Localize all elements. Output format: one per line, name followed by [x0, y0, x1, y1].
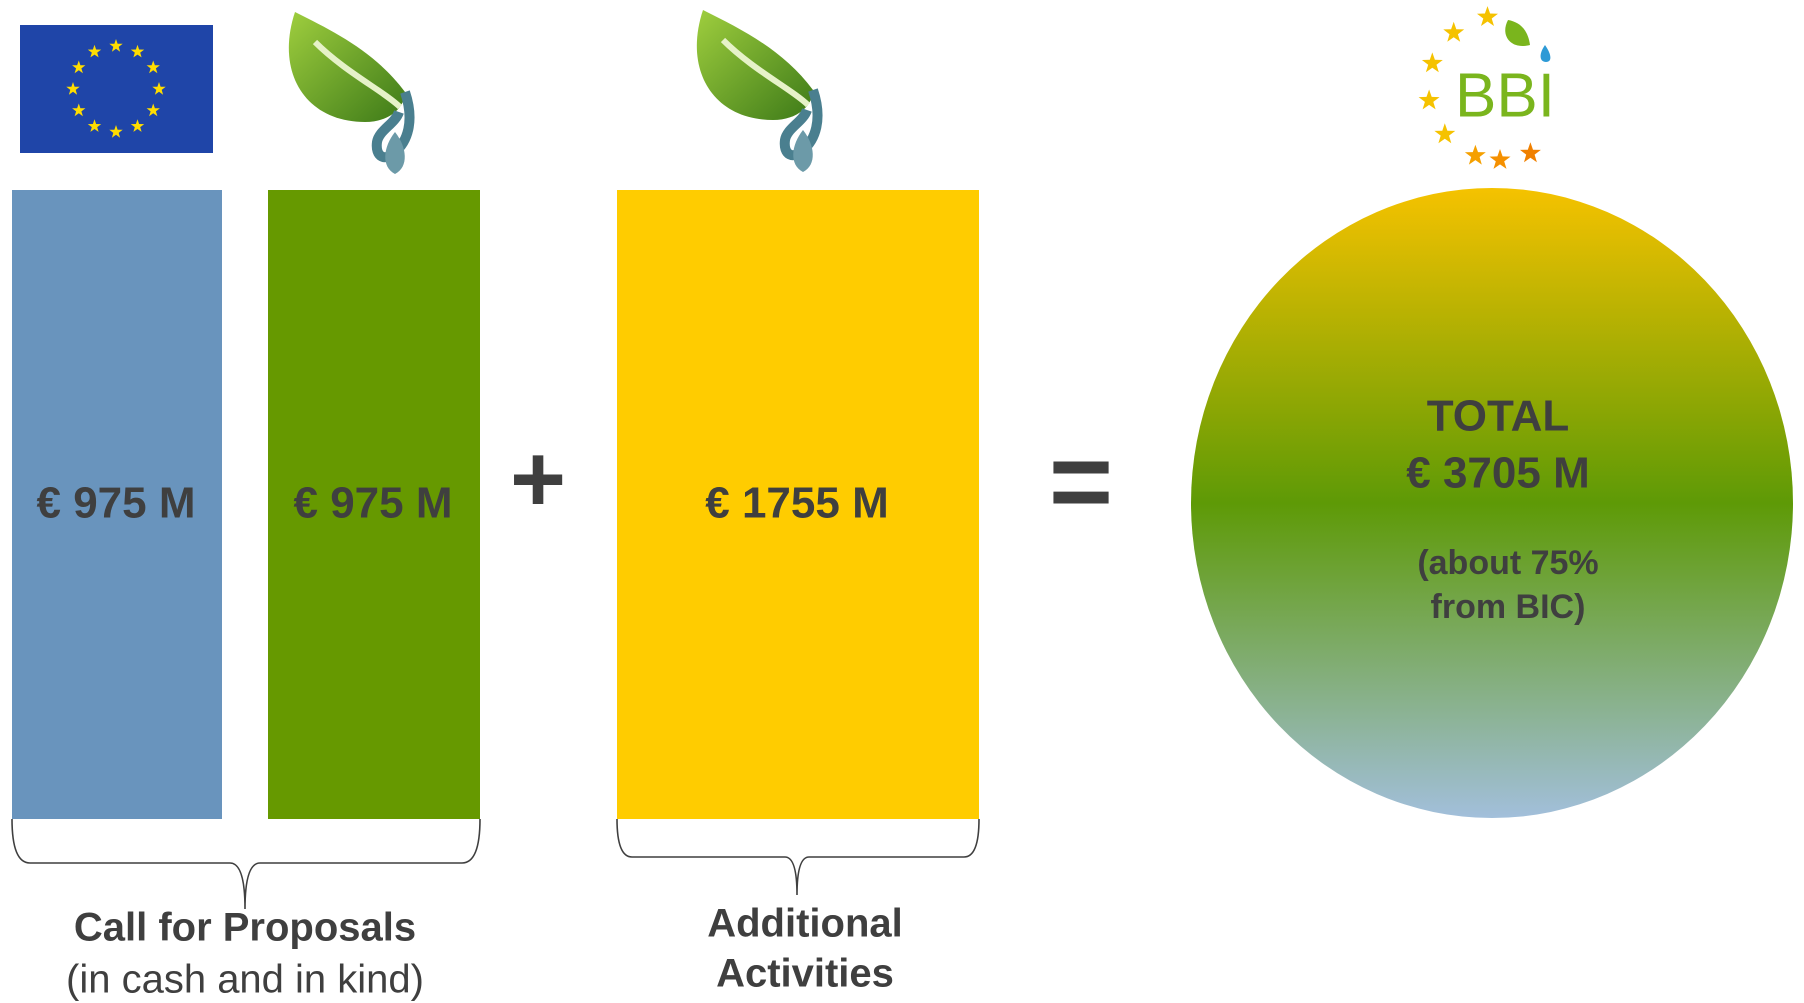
star [1520, 142, 1541, 163]
total-note: from BIC) [1431, 588, 1586, 626]
star [1434, 123, 1456, 144]
leaf-logo [289, 12, 410, 174]
star [87, 44, 102, 58]
plus-sign: + [510, 425, 566, 532]
star [130, 44, 145, 58]
leaf-logo [697, 10, 818, 172]
bbi-stars [1418, 6, 1541, 169]
total-circle [1191, 188, 1793, 818]
bbi-leaf [1505, 20, 1530, 46]
star [146, 103, 160, 117]
bbi-drop [1540, 45, 1551, 62]
star [109, 125, 123, 138]
bbi-logo-text: BBI [1455, 61, 1555, 130]
star [66, 82, 80, 95]
star [1418, 89, 1440, 110]
block [12, 190, 222, 819]
block-label: € 1755 M [705, 479, 888, 528]
total-amount: € 3705 M [1406, 449, 1589, 498]
group-title: Activities [716, 952, 894, 996]
star [146, 60, 160, 74]
block [617, 190, 979, 819]
star [152, 82, 166, 95]
group-title: Call for Proposals [74, 906, 416, 950]
star [1489, 149, 1511, 169]
equals-sign: = [1049, 420, 1113, 543]
block-label: € 975 M [294, 479, 453, 528]
star [1477, 6, 1498, 26]
group-title: Additional [707, 902, 903, 946]
star [72, 60, 86, 74]
star [1464, 144, 1486, 165]
block [268, 190, 480, 819]
group-subtitle: (in cash and in kind) [66, 958, 424, 1002]
total-note: (about 75% [1417, 544, 1598, 582]
star [130, 119, 145, 132]
eu-stars [66, 39, 166, 138]
block-label: € 975 M [37, 479, 196, 528]
brace [11, 818, 481, 910]
brace [616, 818, 980, 896]
star [1421, 52, 1443, 73]
star [72, 103, 86, 117]
star [87, 119, 102, 132]
star [109, 39, 123, 52]
star [1443, 21, 1465, 42]
total-title: TOTAL [1427, 392, 1570, 441]
